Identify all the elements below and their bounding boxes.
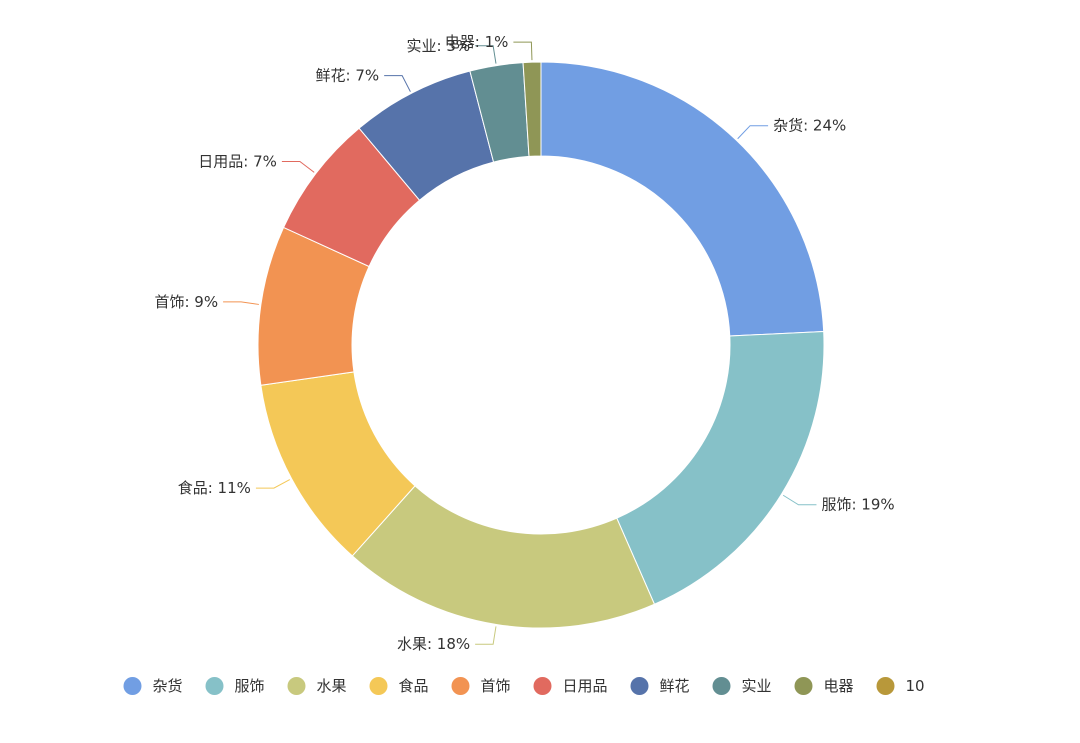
leader-line-水果 [475,626,497,645]
leader-line-杂货 [737,125,769,140]
legend-label-电器: 电器 [824,677,854,695]
legend-label-水果: 水果 [317,677,347,695]
legend-swatch-鲜花 [630,677,649,695]
slice-label-杂货: 杂货: 24% [773,117,846,135]
slice-labels: 杂货: 24% 服饰: 19% 水果: 18% 食品: 11% 首饰: 9% 日用品: 7… [154,33,894,653]
legend-item-杂货[interactable]: 杂货 [123,677,183,695]
legend-swatch-首饰 [451,677,470,695]
legend-swatch-食品 [369,677,388,695]
slice-水果[interactable] [351,485,656,629]
legend[interactable]: 杂货 服饰 水果 食品 首饰 日用品 鲜花 实业 电器 10 [123,677,925,695]
legend-label-日用品: 日用品 [563,677,608,695]
legend-item-鲜花[interactable]: 鲜花 [630,677,690,695]
legend-item-10[interactable]: 10 [876,677,925,695]
slice-label-食品: 食品: 11% [178,479,251,497]
legend-item-食品[interactable]: 食品 [369,677,429,695]
slice-电器[interactable] [522,61,542,157]
legend-item-服饰[interactable]: 服饰 [205,677,265,695]
legend-label-服饰: 服饰 [235,677,265,695]
leader-line-食品 [255,479,291,489]
legend-swatch-水果 [287,677,306,695]
legend-label-实业: 实业 [742,677,772,695]
slice-服饰[interactable] [616,331,825,605]
legend-item-水果[interactable]: 水果 [287,677,347,695]
legend-swatch-杂货 [123,677,142,695]
label-leader-lines [223,41,817,645]
legend-label-食品: 食品 [399,677,429,695]
leader-line-日用品 [281,161,315,173]
legend-swatch-10 [876,677,895,695]
slice-杂货[interactable] [540,61,825,337]
legend-item-首饰[interactable]: 首饰 [451,677,511,695]
slice-label-日用品: 日用品: 7% [198,153,277,171]
legend-swatch-实业 [712,677,731,695]
slice-label-电器: 电器: 1% [445,33,509,51]
leader-line-鲜花 [384,75,411,92]
legend-item-电器[interactable]: 电器 [794,677,854,695]
slice-label-实业: 实业: 3% [407,37,471,55]
slice-label-水果: 水果: 18% [397,635,470,653]
legend-label-首饰: 首饰 [481,677,511,695]
legend-swatch-日用品 [533,677,552,695]
leader-line-服饰 [782,494,817,506]
leader-line-实业 [475,45,497,64]
leader-line-电器 [513,41,533,61]
legend-swatch-电器 [794,677,813,695]
legend-label-鲜花: 鲜花 [660,677,690,695]
legend-item-日用品[interactable]: 日用品 [533,677,608,695]
slice-label-鲜花: 鲜花: 7% [316,67,380,85]
legend-item-实业[interactable]: 实业 [712,677,772,695]
slice-label-首饰: 首饰: 9% [154,293,218,311]
slice-label-服饰: 服饰: 19% [821,496,894,514]
legend-label-10: 10 [906,677,925,695]
donut-slices [257,61,825,629]
legend-label-杂货: 杂货 [153,677,183,695]
legend-swatch-服饰 [205,677,224,695]
leader-line-首饰 [223,301,259,305]
